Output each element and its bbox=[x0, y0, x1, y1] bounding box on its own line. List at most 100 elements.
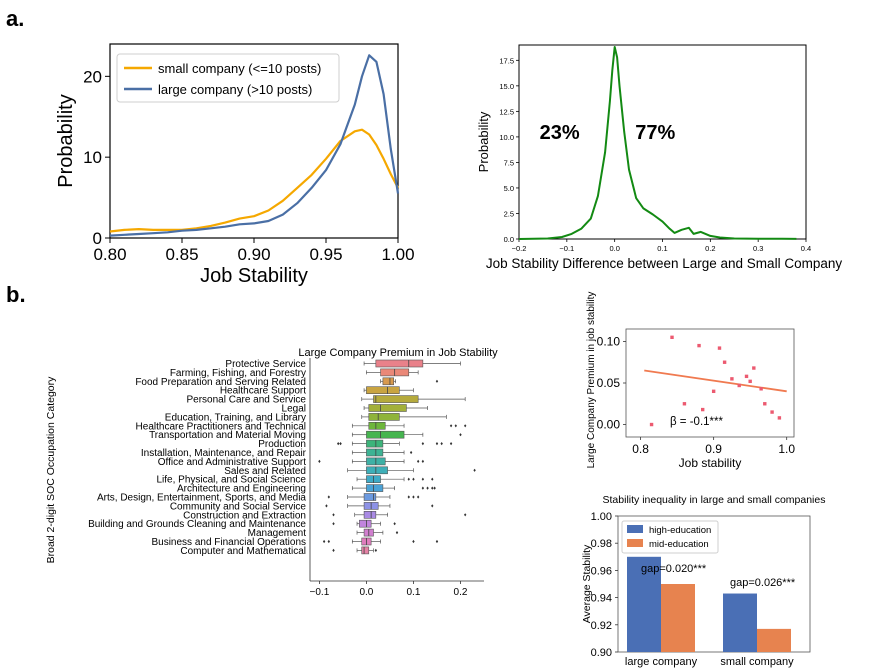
x-tick-label: 0.4 bbox=[801, 244, 811, 253]
outlier-point bbox=[325, 504, 328, 508]
panel-label-b: b. bbox=[6, 282, 26, 307]
legend-label-large: large company (>10 posts) bbox=[158, 82, 312, 97]
x-axis-label: Job Stability Difference between Large a… bbox=[486, 256, 842, 271]
data-point bbox=[759, 387, 763, 391]
x-tick-label: 0.80 bbox=[93, 245, 126, 264]
legend-swatch-high-education bbox=[627, 525, 643, 533]
outlier-point bbox=[337, 442, 340, 446]
x-tick-label: 0.85 bbox=[165, 245, 198, 264]
category-label: Sales and Related bbox=[224, 466, 306, 477]
y-tick-label: 7.5 bbox=[504, 158, 514, 167]
x-tick-label: 0.0 bbox=[359, 587, 373, 598]
plot-area-frame bbox=[617, 515, 811, 653]
box bbox=[368, 421, 386, 430]
data-point bbox=[649, 422, 654, 427]
outlier-point bbox=[409, 450, 413, 455]
box bbox=[361, 546, 370, 555]
outlier-point bbox=[435, 379, 439, 383]
box bbox=[366, 448, 384, 457]
x-tick-label: 1.00 bbox=[381, 245, 414, 264]
category-label: Arts, Design, Entertainment, Sports, and… bbox=[97, 493, 306, 504]
outlier-point bbox=[431, 504, 434, 508]
legend: high-education mid-education bbox=[621, 520, 719, 554]
y-tick-label: 20 bbox=[83, 67, 102, 86]
bar-high-education bbox=[627, 556, 661, 652]
y-tick-label: 0.94 bbox=[591, 593, 612, 605]
outlier-point bbox=[339, 442, 342, 446]
data-point bbox=[711, 389, 716, 394]
data-point bbox=[730, 377, 734, 381]
series-line-large-company bbox=[109, 54, 400, 237]
outlier-point bbox=[435, 442, 439, 446]
category-label: Healthcare Support bbox=[220, 386, 306, 397]
box bbox=[368, 404, 407, 412]
outlier-point bbox=[332, 522, 335, 526]
y-tick-label: 0.0 bbox=[504, 235, 514, 244]
outlier-point bbox=[431, 486, 434, 490]
data-point bbox=[763, 402, 767, 406]
box bbox=[366, 466, 388, 475]
x-tick-label: 0.2 bbox=[454, 587, 468, 598]
category-label: Management bbox=[248, 528, 307, 539]
outlier-point bbox=[421, 477, 425, 481]
panel-label-a: a. bbox=[6, 6, 25, 31]
y-axis-label: Large Company Premium in job stability bbox=[586, 292, 597, 469]
outlier-point bbox=[332, 548, 335, 552]
x-tick-label: 0.1 bbox=[657, 244, 667, 253]
outlier-point bbox=[433, 486, 436, 490]
data-point bbox=[697, 343, 701, 348]
y-tick-label: 0.00 bbox=[597, 418, 621, 432]
y-tick-label: 0.98 bbox=[591, 538, 612, 550]
x-tick-label: 0.2 bbox=[705, 244, 715, 253]
data-point bbox=[717, 346, 722, 350]
gap-annotation-small: gap=0.026*** bbox=[730, 577, 796, 589]
legend-label-mid-education: mid-education bbox=[649, 539, 709, 550]
x-tick-label: 0.90 bbox=[237, 245, 270, 264]
outlier-point bbox=[407, 495, 410, 499]
data-point bbox=[722, 360, 727, 364]
box bbox=[373, 395, 419, 403]
y-tick-label: 1.00 bbox=[591, 511, 612, 523]
box bbox=[366, 439, 384, 448]
category-label: Computer and Mathematical bbox=[180, 546, 306, 557]
y-tick-label: 0.96 bbox=[591, 565, 612, 577]
category-label: Production bbox=[258, 439, 306, 450]
category-label: large company bbox=[625, 656, 698, 668]
category-label: Protective Service bbox=[225, 359, 306, 370]
category-label: small company bbox=[720, 656, 794, 668]
data-point bbox=[700, 407, 705, 412]
outlier-point bbox=[421, 486, 425, 490]
y-tick-label: 0.05 bbox=[597, 376, 621, 390]
outlier-point bbox=[416, 459, 420, 463]
category-label: Personal Care and Service bbox=[186, 395, 306, 406]
y-tick-label: 10 bbox=[83, 148, 102, 167]
category-label: Healthcare Practitioners and Technical bbox=[136, 421, 306, 432]
box bbox=[363, 510, 377, 519]
legend-box bbox=[116, 53, 340, 103]
y-axis-label: Probability bbox=[476, 111, 491, 172]
x-axis-label: Job Stability bbox=[200, 265, 308, 287]
box bbox=[382, 377, 395, 386]
category-label: Installation, Maintenance, and Repair bbox=[141, 448, 307, 459]
chart-title: Stability inequality in large and small … bbox=[603, 494, 826, 506]
x-tick-label: 0.9 bbox=[705, 442, 722, 456]
outlier-point bbox=[393, 522, 396, 526]
box bbox=[359, 519, 372, 528]
outlier-point bbox=[454, 424, 457, 428]
box bbox=[368, 413, 400, 421]
category-label: Business and Financial Operations bbox=[151, 537, 306, 548]
outlier-point bbox=[412, 477, 415, 481]
outlier-point bbox=[463, 424, 467, 428]
y-tick-label: 10.0 bbox=[499, 133, 514, 142]
category-label: Architecture and Engineering bbox=[177, 484, 306, 495]
category-label: Food Preparation and Serving Related bbox=[135, 377, 306, 388]
category-label: Farming, Fishing, and Forestry bbox=[170, 368, 306, 379]
y-tick-label: 0.90 bbox=[591, 647, 612, 659]
bar-mid-education bbox=[757, 628, 791, 652]
y-axis-label: Broad 2-digit SOC Occupation Category bbox=[45, 376, 57, 564]
x-tick-label: 0.3 bbox=[753, 244, 763, 253]
